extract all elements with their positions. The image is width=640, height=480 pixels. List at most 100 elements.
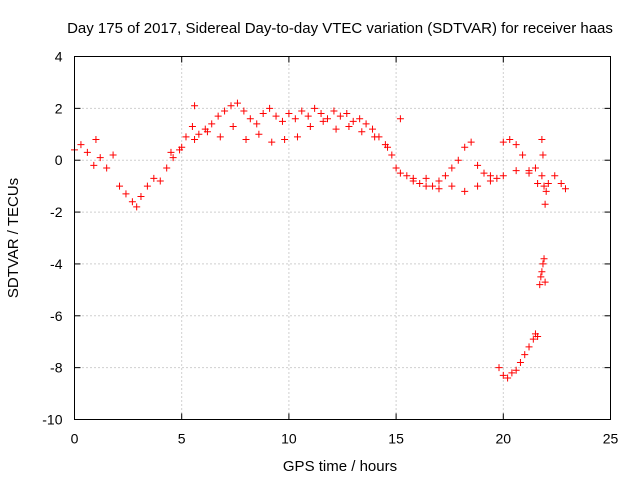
data-point bbox=[167, 148, 175, 156]
x-tick-label: 5 bbox=[178, 431, 186, 447]
y-tick-label: 0 bbox=[55, 152, 63, 168]
data-point bbox=[480, 169, 488, 177]
data-point bbox=[362, 120, 370, 128]
data-point bbox=[298, 107, 306, 115]
data-point bbox=[116, 182, 124, 190]
data-point bbox=[358, 128, 366, 136]
data-point bbox=[396, 169, 404, 177]
data-point bbox=[519, 151, 527, 159]
data-point bbox=[534, 333, 542, 341]
data-point bbox=[396, 115, 404, 123]
data-point bbox=[461, 187, 469, 195]
data-point bbox=[557, 180, 565, 188]
data-point bbox=[409, 174, 417, 182]
data-point bbox=[356, 115, 364, 123]
data-point bbox=[268, 138, 276, 146]
data-point bbox=[83, 148, 91, 156]
data-point bbox=[474, 161, 482, 169]
data-point bbox=[538, 135, 546, 143]
data-point bbox=[246, 115, 254, 123]
ticks bbox=[74, 56, 611, 420]
data-point bbox=[349, 117, 357, 125]
data-point bbox=[525, 169, 533, 177]
data-point bbox=[435, 177, 443, 185]
data-point bbox=[384, 143, 392, 151]
data-point bbox=[182, 133, 190, 141]
data-point bbox=[540, 255, 548, 263]
data-point bbox=[323, 115, 331, 123]
data-point bbox=[216, 133, 224, 141]
data-point bbox=[486, 177, 494, 185]
data-points bbox=[71, 99, 569, 382]
data-point bbox=[542, 187, 550, 195]
data-point bbox=[128, 198, 136, 206]
data-point bbox=[512, 167, 520, 175]
data-point bbox=[169, 154, 177, 162]
plot-frame bbox=[74, 56, 611, 420]
data-point bbox=[343, 110, 351, 118]
data-point bbox=[493, 174, 501, 182]
data-point bbox=[191, 102, 199, 110]
data-point bbox=[221, 107, 229, 115]
data-point bbox=[332, 125, 340, 133]
data-point bbox=[291, 115, 299, 123]
data-point bbox=[551, 172, 559, 180]
data-point bbox=[208, 120, 216, 128]
data-point bbox=[441, 172, 449, 180]
data-point bbox=[538, 172, 546, 180]
data-point bbox=[544, 180, 552, 188]
data-point bbox=[474, 182, 482, 190]
y-tick-label: 4 bbox=[55, 49, 63, 65]
data-point bbox=[156, 177, 164, 185]
y-tick-label: -2 bbox=[50, 204, 63, 220]
data-point bbox=[285, 110, 293, 118]
data-point bbox=[416, 180, 424, 188]
data-point bbox=[435, 185, 443, 193]
data-point bbox=[495, 364, 503, 372]
y-tick-labels: -10 -8 -6 -4 -2 0 2 4 bbox=[42, 49, 62, 428]
data-point bbox=[541, 200, 549, 208]
y-tick-label: -8 bbox=[50, 360, 63, 376]
data-point bbox=[336, 112, 344, 120]
data-point bbox=[306, 123, 314, 131]
data-point bbox=[311, 104, 319, 112]
data-point bbox=[388, 151, 396, 159]
data-point bbox=[499, 172, 507, 180]
data-point bbox=[541, 278, 549, 286]
data-point bbox=[233, 99, 241, 107]
data-point bbox=[229, 123, 237, 131]
x-tick-labels: 0 5 10 15 20 25 bbox=[71, 431, 619, 447]
x-tick-label: 20 bbox=[496, 431, 512, 447]
data-point bbox=[281, 135, 289, 143]
data-point bbox=[531, 164, 539, 172]
data-point bbox=[499, 371, 507, 379]
data-point bbox=[122, 190, 130, 198]
data-point bbox=[504, 374, 512, 382]
data-point bbox=[133, 203, 141, 211]
data-point bbox=[521, 351, 529, 359]
y-tick-label: -6 bbox=[50, 308, 63, 324]
data-point bbox=[448, 164, 456, 172]
data-point bbox=[278, 117, 286, 125]
data-point bbox=[561, 185, 569, 193]
data-point bbox=[92, 135, 100, 143]
data-point bbox=[203, 128, 211, 136]
data-point bbox=[242, 135, 250, 143]
data-point bbox=[454, 156, 462, 164]
data-point bbox=[109, 151, 117, 159]
data-point bbox=[77, 141, 85, 149]
data-point bbox=[304, 112, 312, 120]
data-point bbox=[534, 180, 542, 188]
data-point bbox=[540, 182, 548, 190]
x-tick-label: 25 bbox=[603, 431, 619, 447]
data-point bbox=[137, 193, 145, 201]
data-point bbox=[103, 164, 111, 172]
data-point bbox=[253, 120, 261, 128]
data-point bbox=[539, 260, 547, 268]
data-point bbox=[345, 123, 353, 131]
data-point bbox=[317, 110, 325, 118]
data-point bbox=[461, 143, 469, 151]
y-tick-label: -4 bbox=[50, 256, 63, 272]
data-point bbox=[392, 164, 400, 172]
